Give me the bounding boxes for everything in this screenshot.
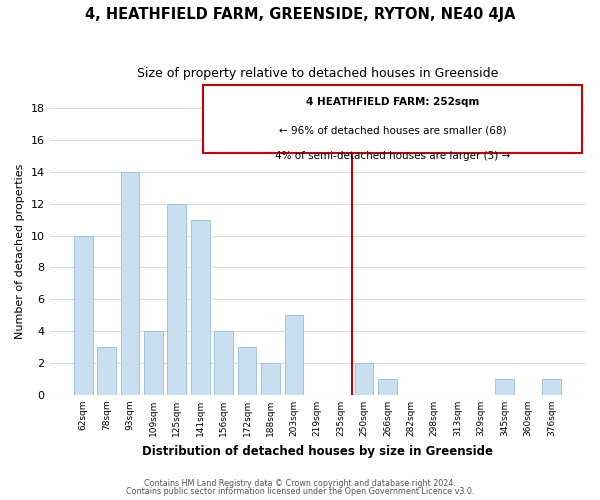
Text: Contains HM Land Registry data © Crown copyright and database right 2024.: Contains HM Land Registry data © Crown c…: [144, 478, 456, 488]
Bar: [261, 363, 280, 395]
Bar: [144, 331, 163, 395]
Title: Size of property relative to detached houses in Greenside: Size of property relative to detached ho…: [137, 68, 498, 80]
Text: ← 96% of detached houses are smaller (68): ← 96% of detached houses are smaller (68…: [279, 126, 506, 136]
Y-axis label: Number of detached properties: Number of detached properties: [15, 164, 25, 339]
Text: 4, HEATHFIELD FARM, GREENSIDE, RYTON, NE40 4JA: 4, HEATHFIELD FARM, GREENSIDE, RYTON, NE…: [85, 8, 515, 22]
Bar: [121, 172, 139, 395]
Bar: [74, 236, 92, 395]
Text: Contains public sector information licensed under the Open Government Licence v3: Contains public sector information licen…: [126, 487, 474, 496]
Bar: [167, 204, 186, 395]
Bar: [355, 363, 373, 395]
Bar: [214, 331, 233, 395]
Bar: [284, 315, 303, 395]
Text: 4 HEATHFIELD FARM: 252sqm: 4 HEATHFIELD FARM: 252sqm: [306, 96, 479, 106]
Bar: [542, 379, 560, 395]
X-axis label: Distribution of detached houses by size in Greenside: Distribution of detached houses by size …: [142, 444, 493, 458]
Bar: [495, 379, 514, 395]
Bar: [378, 379, 397, 395]
Bar: [238, 347, 256, 395]
FancyBboxPatch shape: [203, 85, 583, 152]
Text: 4% of semi-detached houses are larger (3) →: 4% of semi-detached houses are larger (3…: [275, 151, 510, 161]
Bar: [97, 347, 116, 395]
Bar: [191, 220, 209, 395]
